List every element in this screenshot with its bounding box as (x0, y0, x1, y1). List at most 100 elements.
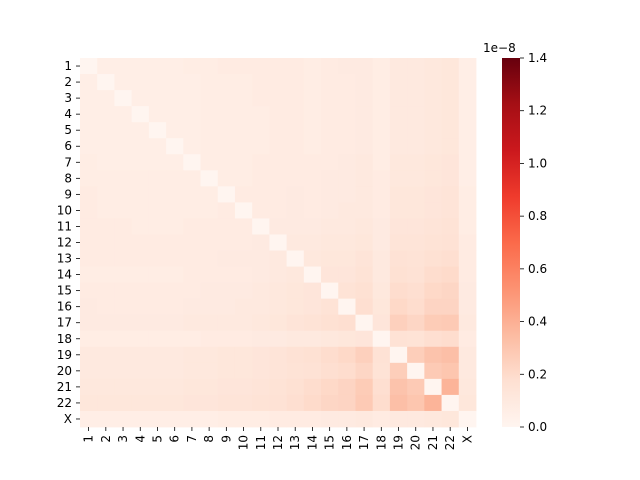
heatmap-cell-6-12 (269, 138, 288, 155)
heatmap-cell-8-18 (372, 170, 391, 187)
heatmap-cell-19-1 (80, 346, 98, 364)
heatmap-cell-12-14 (303, 234, 322, 251)
heatmap-cell-12-3 (114, 234, 133, 251)
heatmap-cell-14-11 (252, 266, 270, 284)
heatmap-cell-11-6 (166, 218, 184, 235)
heatmap-cell-21-X (458, 378, 477, 396)
heatmap-cell-8-11 (252, 170, 270, 187)
heatmap-cell-12-11 (252, 234, 270, 251)
heatmap-cell-10-5 (148, 202, 167, 219)
heatmap-cell-5-22 (441, 122, 460, 139)
heatmap-cell-10-X (458, 202, 477, 219)
heatmap-cell-9-11 (252, 186, 270, 203)
heatmap-cell-20-8 (200, 362, 219, 380)
x-tick-label: 15 (323, 435, 337, 450)
heatmap-cell-9-18 (372, 186, 391, 203)
heatmap-cell-17-2 (97, 314, 115, 332)
y-tick-label: 5 (64, 123, 72, 137)
heatmap-cell-11-16 (338, 218, 356, 235)
heatmap-cell-13-9 (217, 250, 236, 267)
heatmap-cell-X-7 (183, 410, 201, 428)
heatmap-cell-22-3 (114, 394, 133, 412)
heatmap-cell-5-3 (114, 122, 133, 139)
heatmap-cell-11-7 (183, 218, 201, 235)
heatmap-cell-2-21 (424, 74, 442, 91)
heatmap-cell-8-2 (97, 170, 115, 187)
heatmap-cell-2-7 (183, 74, 201, 91)
heatmap-cell-10-16 (338, 202, 356, 219)
heatmap-cell-8-10 (234, 170, 253, 187)
heatmap-cell-18-20 (407, 330, 425, 348)
heatmap-cell-15-8 (200, 282, 219, 300)
heatmap-cell-15-1 (80, 282, 98, 300)
heatmap-cell-1-12 (269, 58, 288, 75)
heatmap-cell-14-2 (97, 266, 115, 284)
heatmap-cell-4-19 (389, 106, 408, 123)
heatmap-cell-3-13 (286, 90, 305, 107)
heatmap-cell-12-15 (321, 234, 339, 251)
heatmap-cell-3-8 (200, 90, 219, 107)
heatmap-cell-11-15 (321, 218, 339, 235)
x-tick-label: 2 (99, 435, 113, 443)
heatmap-cell-13-3 (114, 250, 133, 267)
heatmap-cell-9-4 (131, 186, 150, 203)
heatmap-cell-15-13 (286, 282, 305, 300)
heatmap-cell-12-13 (286, 234, 305, 251)
heatmap-cell-3-22 (441, 90, 460, 107)
heatmap-cell-22-21 (424, 394, 442, 412)
heatmap-cell-11-21 (424, 218, 442, 235)
heatmap-cell-16-6 (166, 298, 184, 316)
heatmap-cell-22-13 (286, 394, 305, 412)
heatmap-cell-6-3 (114, 138, 133, 155)
heatmap-cell-9-8 (200, 186, 219, 203)
colorbar-tick-label: 1.0 (528, 156, 547, 170)
heatmap-cell-8-12 (269, 170, 288, 187)
heatmap-cell-3-9 (217, 90, 236, 107)
heatmap-cell-19-15 (321, 346, 339, 364)
heatmap-cell-20-11 (252, 362, 270, 380)
heatmap-cell-2-3 (114, 74, 133, 91)
heatmap-cell-X-9 (217, 410, 236, 428)
heatmap-cell-19-20 (407, 346, 425, 364)
heatmap-cell-6-1 (80, 138, 98, 155)
heatmap-cell-2-4 (131, 74, 150, 91)
heatmap-cell-17-5 (148, 314, 167, 332)
heatmap-cell-15-9 (217, 282, 236, 300)
heatmap-cell-21-14 (303, 378, 322, 396)
heatmap-cell-5-8 (200, 122, 219, 139)
colorbar (502, 58, 520, 427)
heatmap-cell-18-12 (269, 330, 288, 348)
heatmap-cell-9-19 (389, 186, 408, 203)
heatmap-cell-21-10 (234, 378, 253, 396)
x-tick-label: 22 (443, 435, 457, 450)
heatmap-cell-13-22 (441, 250, 460, 267)
x-tick-label: 9 (219, 435, 233, 443)
heatmap-cell-17-8 (200, 314, 219, 332)
heatmap-cell-11-18 (372, 218, 391, 235)
heatmap-cell-14-6 (166, 266, 184, 284)
heatmap-cell-22-22 (441, 394, 460, 412)
heatmap-cell-12-18 (372, 234, 391, 251)
heatmap-cell-12-1 (80, 234, 98, 251)
y-tick-label: 11 (57, 219, 72, 233)
y-tick-label: 4 (64, 107, 72, 121)
heatmap-cell-13-11 (252, 250, 270, 267)
heatmap-cell-17-13 (286, 314, 305, 332)
heatmap-cell-8-14 (303, 170, 322, 187)
x-tick-label: 3 (116, 435, 130, 443)
heatmap-cell-9-15 (321, 186, 339, 203)
heatmap-cell-18-16 (338, 330, 356, 348)
y-tick-label: 9 (64, 187, 72, 201)
heatmap-cell-9-3 (114, 186, 133, 203)
heatmap-cell-22-16 (338, 394, 356, 412)
heatmap-cell-19-8 (200, 346, 219, 364)
heatmap-cell-11-19 (389, 218, 408, 235)
heatmap-cell-18-15 (321, 330, 339, 348)
heatmap-cell-15-19 (389, 282, 408, 300)
heatmap-cell-19-3 (114, 346, 133, 364)
heatmap-cell-16-5 (148, 298, 167, 316)
heatmap-cell-11-20 (407, 218, 425, 235)
heatmap-cell-7-18 (372, 154, 391, 171)
heatmap-cell-1-13 (286, 58, 305, 75)
heatmap-cell-11-3 (114, 218, 133, 235)
